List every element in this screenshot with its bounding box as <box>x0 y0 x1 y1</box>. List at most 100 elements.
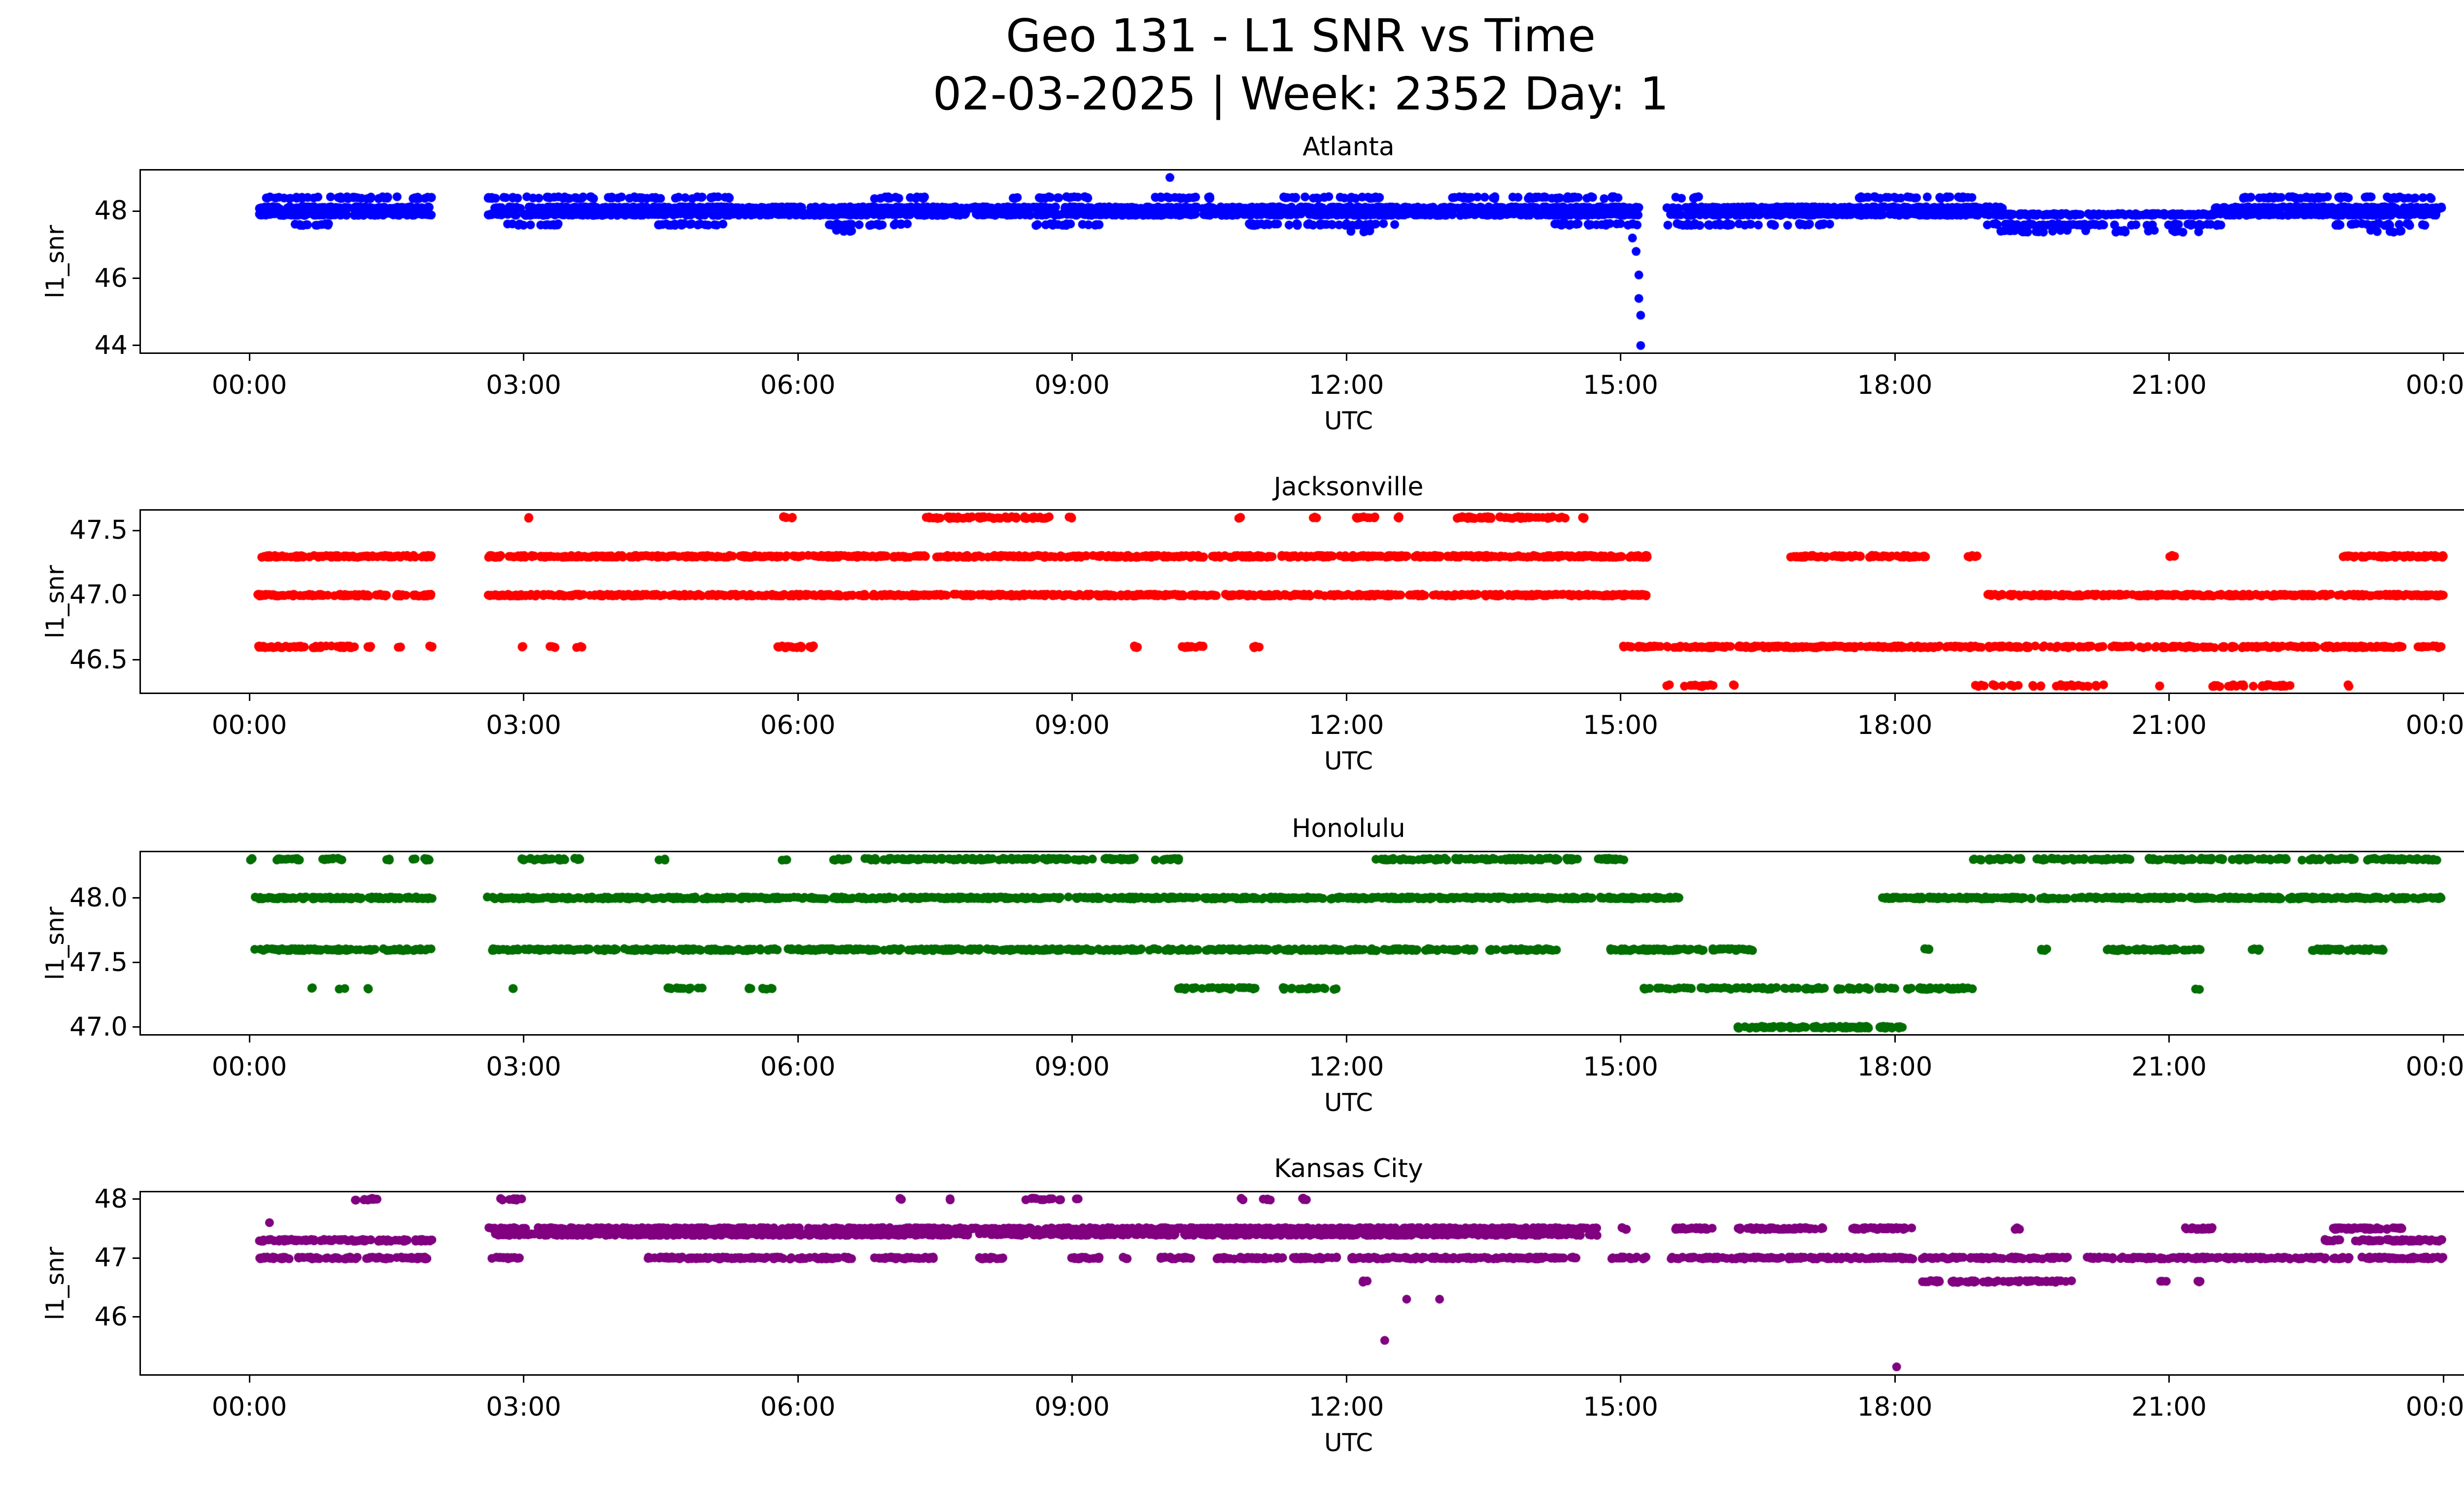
x-tick-label: 21:00 <box>2131 1052 2207 1082</box>
scatter-canvas-kansas-city <box>139 1191 2464 1376</box>
x-axis-label: UTC <box>1324 747 1373 775</box>
y-tick-mark <box>133 345 139 347</box>
x-tick-mark <box>2168 694 2170 701</box>
x-axis-label: UTC <box>1324 1428 1373 1457</box>
x-tick-label: 18:00 <box>1857 1392 1933 1422</box>
x-tick-label: 18:00 <box>1857 370 1933 400</box>
x-tick-mark <box>1894 354 1896 361</box>
x-tick-mark <box>797 354 799 361</box>
x-tick-label: 00:00 <box>211 1392 287 1422</box>
subplot-title-atlanta: Atlanta <box>1302 132 1395 162</box>
y-tick-mark <box>133 962 139 964</box>
y-tick-mark <box>133 529 139 531</box>
x-tick-mark <box>2442 1036 2444 1043</box>
x-tick-mark <box>523 354 524 361</box>
x-tick-label: 21:00 <box>2131 710 2207 740</box>
x-tick-mark <box>1071 694 1073 701</box>
y-tick-label: 47.0 <box>69 1011 128 1042</box>
y-tick-label: 47.5 <box>69 515 128 546</box>
x-tick-label: 18:00 <box>1857 710 1933 740</box>
x-tick-label: 00:00 <box>2405 710 2464 740</box>
chart-subtitle: 02-03-2025 | Week: 2352 Day: 1 <box>932 68 1669 120</box>
x-tick-label: 12:00 <box>1308 1392 1384 1422</box>
x-tick-label: 09:00 <box>1034 710 1110 740</box>
y-tick-label: 46.5 <box>69 644 128 675</box>
x-tick-label: 00:00 <box>2405 370 2464 400</box>
x-tick-mark <box>2168 354 2170 361</box>
y-tick-label: 48 <box>94 196 128 226</box>
x-tick-mark <box>797 694 799 701</box>
x-tick-mark <box>2442 1376 2444 1383</box>
x-tick-mark <box>1071 1036 1073 1043</box>
y-tick-mark <box>133 278 139 279</box>
y-tick-mark <box>133 897 139 899</box>
plot-area-atlanta <box>139 169 2464 354</box>
y-tick-label: 47 <box>94 1243 128 1273</box>
y-tick-label: 48.0 <box>69 882 128 913</box>
x-tick-mark <box>248 694 250 701</box>
x-tick-mark <box>2168 1376 2170 1383</box>
x-tick-mark <box>2442 694 2444 701</box>
x-tick-label: 09:00 <box>1034 370 1110 400</box>
x-tick-mark <box>523 1036 524 1043</box>
scatter-canvas-honolulu <box>139 851 2464 1036</box>
x-tick-mark <box>1620 694 1621 701</box>
y-tick-mark <box>133 1316 139 1318</box>
y-tick-mark <box>133 659 139 661</box>
x-tick-mark <box>248 1376 250 1383</box>
y-tick-mark <box>133 210 139 212</box>
x-tick-mark <box>797 1036 799 1043</box>
x-tick-label: 15:00 <box>1583 1392 1658 1422</box>
scatter-canvas-jacksonville <box>139 509 2464 694</box>
x-tick-label: 00:00 <box>2405 1392 2464 1422</box>
x-tick-label: 00:00 <box>211 370 287 400</box>
x-tick-mark <box>523 694 524 701</box>
x-tick-label: 03:00 <box>486 710 561 740</box>
y-tick-label: 47.5 <box>69 947 128 977</box>
x-tick-mark <box>797 1376 799 1383</box>
y-tick-mark <box>133 1257 139 1259</box>
x-tick-label: 12:00 <box>1308 370 1384 400</box>
y-tick-label: 46 <box>94 263 128 293</box>
x-tick-mark <box>2168 1036 2170 1043</box>
x-tick-label: 06:00 <box>760 1392 836 1422</box>
x-tick-mark <box>248 1036 250 1043</box>
x-tick-mark <box>2442 354 2444 361</box>
x-tick-mark <box>1345 1036 1347 1043</box>
x-tick-label: 21:00 <box>2131 1392 2207 1422</box>
x-tick-mark <box>1071 354 1073 361</box>
plot-area-jacksonville <box>139 509 2464 694</box>
plot-area-kansas-city <box>139 1191 2464 1376</box>
y-tick-label: 46 <box>94 1301 128 1332</box>
x-tick-label: 06:00 <box>760 370 836 400</box>
x-tick-mark <box>248 354 250 361</box>
x-tick-label: 12:00 <box>1308 710 1384 740</box>
x-tick-mark <box>1894 1376 1896 1383</box>
x-tick-mark <box>1894 694 1896 701</box>
x-tick-label: 00:00 <box>2405 1052 2464 1082</box>
x-tick-label: 03:00 <box>486 370 561 400</box>
scatter-canvas-atlanta <box>139 169 2464 354</box>
y-tick-mark <box>133 1026 139 1028</box>
x-tick-label: 06:00 <box>760 1052 836 1082</box>
y-tick-mark <box>133 1198 139 1200</box>
x-tick-mark <box>1345 354 1347 361</box>
x-tick-mark <box>1620 354 1621 361</box>
x-tick-label: 15:00 <box>1583 1052 1658 1082</box>
x-tick-mark <box>1345 1376 1347 1383</box>
x-tick-label: 15:00 <box>1583 710 1658 740</box>
x-tick-label: 03:00 <box>486 1392 561 1422</box>
x-tick-label: 06:00 <box>760 710 836 740</box>
subplot-title-honolulu: Honolulu <box>1292 814 1405 843</box>
chart-title-block: Geo 131 - L1 SNR vs Time 02-03-2025 | We… <box>0 7 2464 123</box>
x-tick-label: 00:00 <box>211 710 287 740</box>
x-tick-mark <box>1071 1376 1073 1383</box>
x-tick-mark <box>1620 1036 1621 1043</box>
x-tick-label: 00:00 <box>211 1052 287 1082</box>
y-tick-label: 47.0 <box>69 580 128 610</box>
y-tick-label: 44 <box>94 330 128 360</box>
x-tick-label: 15:00 <box>1583 370 1658 400</box>
x-tick-label: 12:00 <box>1308 1052 1384 1082</box>
x-axis-label: UTC <box>1324 407 1373 435</box>
